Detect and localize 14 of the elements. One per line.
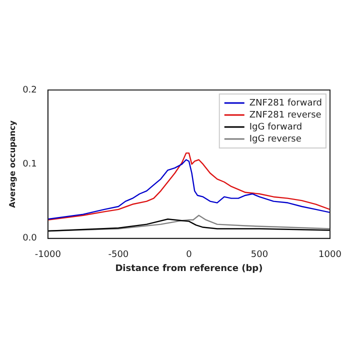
legend-label: ZNF281 forward: [249, 98, 322, 108]
y-tick-label: 0.0: [22, 234, 38, 244]
x-tick-label: 500: [250, 250, 268, 260]
x-tick-label: -1000: [34, 250, 62, 260]
y-tick-label: 0.2: [22, 85, 37, 96]
legend-label: ZNF281 reverse: [249, 110, 322, 120]
x-tick-label: 0: [186, 250, 192, 260]
x-tick-label: -500: [108, 250, 129, 260]
x-axis-title: Distance from reference (bp): [115, 264, 263, 274]
y-axis-title: Average occupancy: [8, 120, 17, 208]
legend-label: IgG reverse: [249, 134, 302, 144]
y-tick-label: 0.1: [22, 160, 37, 170]
x-tick-label: 1000: [318, 250, 342, 260]
legend-label: IgG forward: [249, 122, 302, 132]
